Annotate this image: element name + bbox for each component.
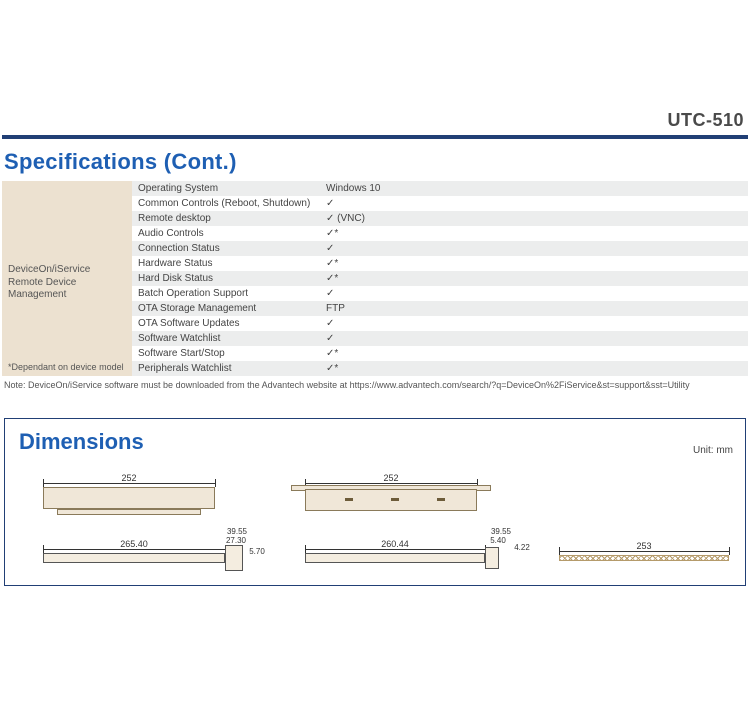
spec-category-footnote: *Dependant on device model [8, 362, 128, 373]
spec-value: ✓ [322, 318, 748, 329]
dimension-label: 39.55 [221, 527, 253, 536]
table-row: Hard Disk Status✓* [132, 271, 748, 286]
drawing-box [57, 509, 201, 515]
spec-value: ✓* [322, 363, 748, 374]
dimension-drawings: 252252265.4039.5527.305.70260.4439.555.4… [5, 471, 745, 586]
dimension-tick [43, 479, 44, 487]
spec-name: Batch Operation Support [132, 288, 322, 299]
dimension-label: 5.70 [247, 547, 267, 556]
spec-value: ✓ [322, 288, 748, 299]
dimension-label: 252 [305, 473, 477, 483]
dimension-label: 39.55 [485, 527, 517, 536]
spec-name: OTA Software Updates [132, 318, 322, 329]
header-rule [2, 135, 748, 139]
dimension-label: 27.30 [221, 536, 251, 545]
spec-value: ✓ [322, 198, 748, 209]
spec-value: ✓* [322, 228, 748, 239]
table-row: Common Controls (Reboot, Shutdown)✓ [132, 196, 748, 211]
spec-rows-container: Operating SystemWindows 10Common Control… [132, 181, 748, 376]
table-row: Hardware Status✓* [132, 256, 748, 271]
dimension-label: 253 [559, 541, 729, 551]
dimension-line [305, 483, 477, 484]
spec-name: Peripherals Watchlist [132, 363, 322, 374]
table-row: Software Watchlist✓ [132, 331, 748, 346]
table-row: Batch Operation Support✓ [132, 286, 748, 301]
spec-name: Hardware Status [132, 258, 322, 269]
dimension-label: 265.40 [43, 539, 225, 549]
table-row: Remote desktop✓ (VNC) [132, 211, 748, 226]
spec-name: Software Watchlist [132, 333, 322, 344]
dimension-label: 260.44 [305, 539, 485, 549]
table-row: OTA Software Updates✓ [132, 316, 748, 331]
drawing-bar [43, 553, 225, 563]
spec-value: Windows 10 [322, 183, 748, 194]
spec-name: Software Start/Stop [132, 348, 322, 359]
spec-value: ✓ [322, 333, 748, 344]
dimensions-unit: Unit: mm [693, 445, 733, 456]
drawing-bar [305, 553, 485, 563]
spec-name: Connection Status [132, 243, 322, 254]
drawing-box [43, 487, 215, 509]
dimension-label: 5.40 [485, 536, 511, 545]
table-row: OTA Storage ManagementFTP [132, 301, 748, 316]
spec-value: ✓ [322, 243, 748, 254]
drawing-slot [345, 498, 353, 501]
spec-category-line1: DeviceOn/iService [8, 264, 128, 277]
dimensions-panel: Dimensions Unit: mm 252252265.4039.5527.… [4, 418, 746, 586]
spec-name: Remote desktop [132, 213, 322, 224]
spec-value: ✓* [322, 273, 748, 284]
spec-name: OTA Storage Management [132, 303, 322, 314]
drawing-slot [437, 498, 445, 501]
download-note: Note: DeviceOn/iService software must be… [0, 376, 750, 390]
spec-name: Audio Controls [132, 228, 322, 239]
spec-category-line2: Remote Device Management [8, 277, 128, 302]
spec-value: ✓* [322, 348, 748, 359]
dimension-tick [729, 547, 730, 555]
drawing-bar [485, 547, 499, 569]
spec-name: Operating System [132, 183, 322, 194]
spec-value: ✓* [322, 258, 748, 269]
dimension-label: 4.22 [511, 543, 533, 552]
dimension-line [43, 549, 225, 550]
dimensions-heading: Dimensions [19, 429, 731, 455]
specifications-heading: Specifications (Cont.) [0, 149, 750, 181]
drawing-bar [225, 545, 243, 571]
dimension-line [43, 483, 215, 484]
drawing-hatch [559, 555, 729, 561]
dimension-tick [305, 545, 306, 553]
specifications-table: DeviceOn/iService Remote Device Manageme… [2, 181, 748, 376]
spec-name: Hard Disk Status [132, 273, 322, 284]
spec-value: ✓ (VNC) [322, 213, 748, 224]
dimension-tick [43, 545, 44, 553]
dimension-tick [215, 479, 216, 487]
spec-value: FTP [322, 303, 748, 314]
table-row: Operating SystemWindows 10 [132, 181, 748, 196]
dimension-line [559, 551, 729, 552]
spec-name: Common Controls (Reboot, Shutdown) [132, 198, 322, 209]
dimension-tick [559, 547, 560, 555]
drawing-slot [391, 498, 399, 501]
table-row: Peripherals Watchlist✓* [132, 361, 748, 376]
table-row: Connection Status✓ [132, 241, 748, 256]
model-number: UTC-510 [0, 110, 750, 135]
dimension-line [305, 549, 485, 550]
table-row: Software Start/Stop✓* [132, 346, 748, 361]
dimension-label: 252 [43, 473, 215, 483]
spec-category-cell: DeviceOn/iService Remote Device Manageme… [2, 181, 132, 376]
table-row: Audio Controls✓* [132, 226, 748, 241]
